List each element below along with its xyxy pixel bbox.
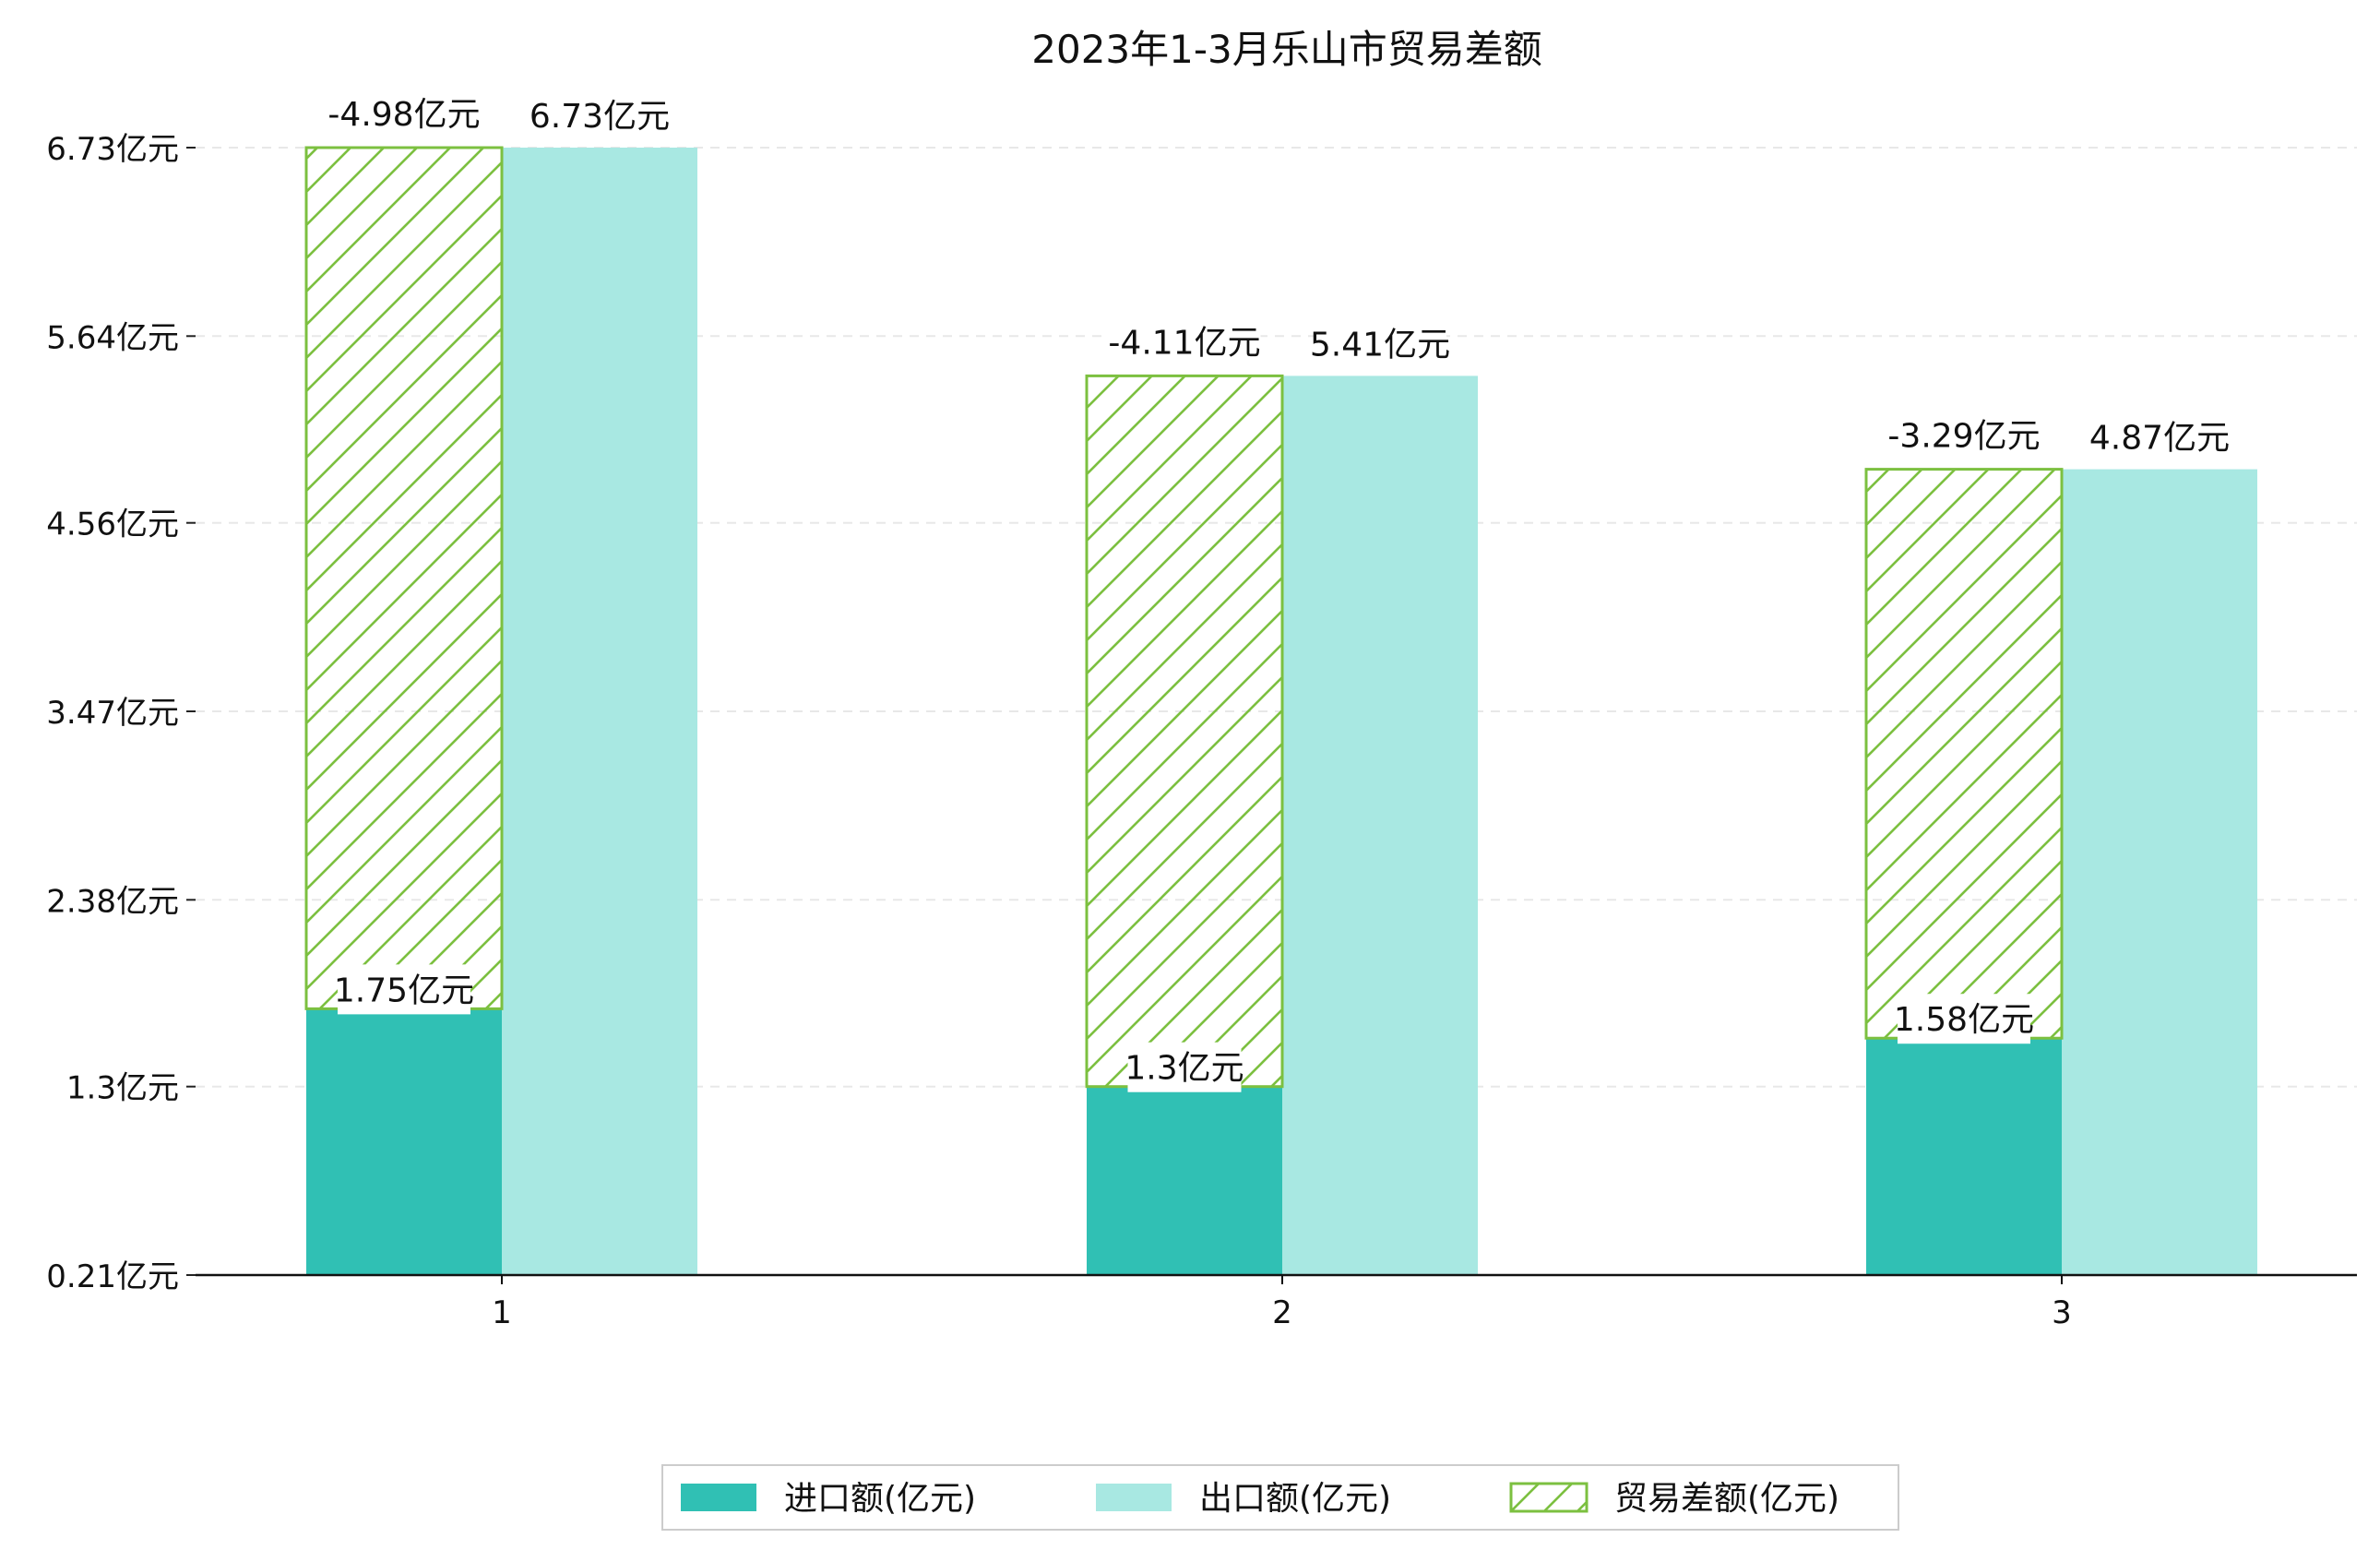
- balance-bar: [304, 146, 504, 1010]
- balance-bar: [1864, 468, 2064, 1040]
- balance-bar: [1085, 374, 1284, 1089]
- import-value-label: 1.75亿元: [334, 972, 474, 1009]
- export-bar: [2062, 469, 2257, 1275]
- export-value-label: 6.73亿元: [530, 98, 670, 136]
- legend-swatch: [1096, 1484, 1172, 1511]
- legend-label: 贸易差额(亿元): [1614, 1480, 1839, 1518]
- import-value-label-bg: [1127, 1042, 1242, 1092]
- legend-box: [661, 1464, 1899, 1531]
- balance-value-label: -4.98亿元: [327, 96, 480, 134]
- y-tick-label: 4.56亿元: [46, 507, 179, 543]
- import-bar: [1087, 1086, 1282, 1275]
- balance-value-label-bg: [327, 89, 481, 138]
- balance-value-label-bg: [1108, 316, 1261, 367]
- y-tick-label: 1.3亿元: [66, 1070, 179, 1107]
- y-tick-label: 5.64亿元: [46, 319, 179, 356]
- x-tick-label: 1: [492, 1294, 512, 1331]
- import-value-label-bg: [338, 964, 470, 1015]
- export-value-label: 5.41亿元: [1310, 326, 1450, 364]
- chart-title: 2023年1-3月乐山市贸易差额: [1031, 27, 1542, 72]
- legend-label: 进口额(亿元): [784, 1480, 976, 1518]
- legend-swatch: [1509, 1482, 1589, 1513]
- y-tick-label: 3.47亿元: [46, 695, 179, 732]
- export-value-label-bg: [2093, 411, 2226, 462]
- export-value-label-bg: [1314, 318, 1446, 369]
- balance-value-label-bg: [1887, 410, 2041, 460]
- import-value-label: 1.3亿元: [1125, 1050, 1244, 1088]
- import-value-label-bg: [1898, 994, 2030, 1044]
- y-tick-label: 2.38亿元: [46, 883, 179, 920]
- import-bar: [306, 1008, 502, 1275]
- x-tick-label: 2: [1272, 1294, 1292, 1331]
- balance-value-label: -4.11亿元: [1108, 324, 1260, 362]
- import-bar: [1866, 1038, 2062, 1275]
- legend-swatch: [681, 1484, 756, 1511]
- y-tick-label: 0.21亿元: [46, 1258, 179, 1295]
- export-value-label-bg: [533, 90, 666, 140]
- export-bar: [502, 148, 697, 1275]
- legend-label: 出口额(亿元): [1199, 1480, 1391, 1518]
- x-tick-label: 3: [2052, 1294, 2072, 1331]
- balance-value-label: -3.29亿元: [1887, 418, 2040, 456]
- import-value-label: 1.58亿元: [1894, 1001, 2034, 1039]
- export-value-label: 4.87亿元: [2089, 420, 2230, 458]
- y-tick-label: 6.73亿元: [46, 131, 179, 168]
- export-bar: [1282, 376, 1478, 1275]
